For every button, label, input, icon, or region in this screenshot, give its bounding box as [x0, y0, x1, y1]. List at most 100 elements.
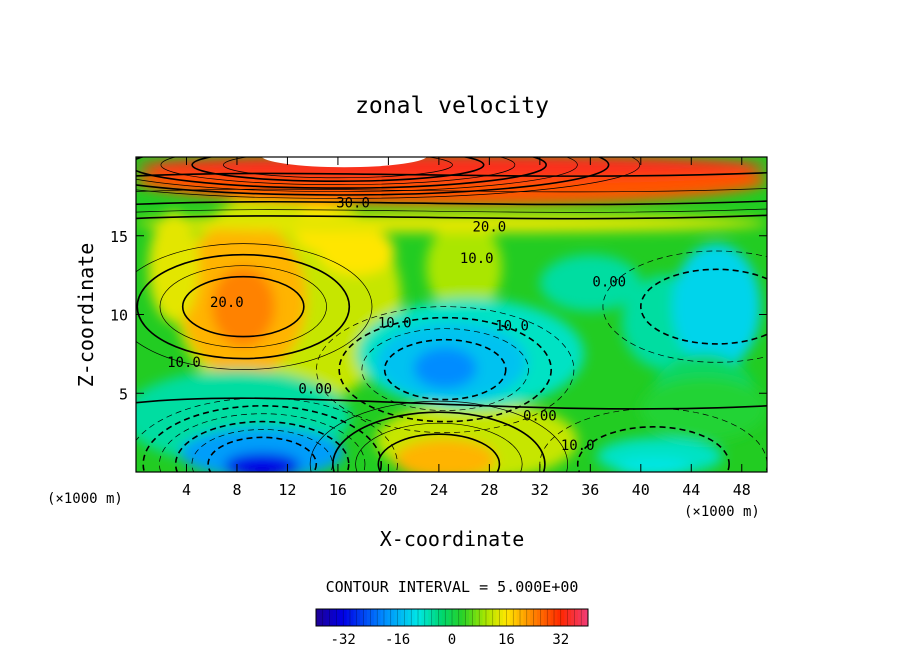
contour-label: 30.0: [336, 196, 370, 212]
x-tick-label: 8: [232, 481, 241, 499]
colorbar-swatch: [486, 609, 490, 626]
field-blob: [180, 427, 345, 472]
colorbar-swatch: [520, 609, 524, 626]
colorbar-swatch: [435, 609, 439, 626]
contour-line: [640, 268, 767, 345]
colorbar-swatch: [526, 609, 531, 626]
contour-label: 10.0: [561, 438, 595, 454]
contour-line: [136, 157, 610, 196]
colorbar-swatch: [445, 609, 449, 626]
colorbar-swatch: [581, 609, 585, 626]
colorbar-swatch: [472, 609, 477, 626]
colorbar-swatch: [543, 609, 548, 626]
contour-line: [136, 253, 351, 360]
colorbar-swatch: [404, 609, 409, 626]
colorbar-swatch: [564, 609, 568, 626]
contour-line: [136, 171, 767, 177]
colorbar-swatch: [482, 609, 487, 626]
colorbar-swatch: [333, 609, 337, 626]
contour-interval-text: CONTOUR INTERVAL = 5.000E+00: [326, 578, 579, 596]
colorbar-swatch: [418, 609, 422, 626]
field-max-region: [261, 157, 427, 168]
colorbar-swatch: [496, 609, 500, 626]
x-tick-label: 16: [329, 481, 347, 499]
contour-line: [377, 433, 501, 472]
colorbar-swatch: [506, 609, 511, 626]
colorbar-frame: [315, 608, 589, 627]
chart-title: zonal velocity: [355, 93, 549, 119]
x-unit-right: (×1000 m): [684, 504, 760, 520]
colorbar-swatch: [537, 609, 541, 626]
colorbar-swatch: [390, 609, 395, 626]
field-blob: [539, 254, 641, 312]
contour-lines: [136, 157, 767, 472]
field-blob: [211, 267, 275, 346]
colorbar-swatch: [326, 609, 330, 626]
colorbar-swatch: [574, 609, 579, 626]
contour-line: [136, 243, 373, 370]
colorbar-swatch: [414, 609, 419, 626]
colorbar-swatch: [557, 609, 562, 626]
x-axis: 4 8 12 16 20 24 28 32 36 40 44 48: [182, 157, 751, 499]
colorbar-swatch: [458, 609, 463, 626]
colorbar-swatch: [373, 609, 378, 626]
contour-line: [136, 188, 767, 193]
y-tick-label: 10: [110, 307, 128, 325]
colorbar-swatch: [489, 609, 494, 626]
contour-line: [602, 250, 767, 363]
contour-line: [174, 420, 350, 472]
colorbar-swatch: [540, 609, 545, 626]
field-blob: [413, 347, 477, 389]
colorbar-swatch: [428, 609, 432, 626]
colorbar-tick-label: -16: [385, 632, 410, 648]
contour-line: [136, 157, 578, 192]
colorbar-swatch: [356, 609, 361, 626]
colorbar-swatch: [509, 609, 514, 626]
contour-label: 10.0: [378, 315, 412, 331]
colorbar-swatch: [322, 609, 327, 626]
colorbar-swatch: [397, 609, 402, 626]
y-axis: 5 10 15: [110, 228, 767, 403]
contour-line: [181, 275, 305, 338]
contour-line: [136, 157, 641, 199]
colorbar-swatch: [550, 609, 555, 626]
x-tick-label: 20: [379, 481, 397, 499]
colorbar-swatch: [431, 609, 436, 626]
contour-label: 20.0: [210, 295, 244, 311]
colorbar-swatch: [530, 609, 534, 626]
contour-line: [576, 426, 730, 472]
contour-line: [136, 208, 767, 213]
colorbar-swatch: [503, 609, 507, 626]
field-blob: [426, 220, 502, 315]
contour-line: [136, 397, 767, 410]
contour-line: [136, 214, 767, 220]
colorbar-swatch: [492, 609, 497, 626]
x-unit-left: (×1000 m): [47, 491, 123, 507]
contour-line: [355, 422, 523, 472]
contour-line: [338, 316, 552, 423]
colorbar-tick-label: 0: [448, 632, 456, 648]
colorbar-swatch: [316, 609, 320, 626]
colorbar-swatch: [516, 609, 521, 626]
x-tick-label: 32: [531, 481, 549, 499]
y-axis-label: Z-coordinate: [74, 243, 98, 388]
colorbar-tick-label: -32: [331, 632, 356, 648]
colorbar-swatch: [363, 609, 368, 626]
colorbar-swatch: [424, 609, 429, 626]
colorbar-swatch: [329, 609, 334, 626]
y-tick-label: 5: [119, 385, 128, 403]
colorbar-swatch: [577, 609, 582, 626]
contour-line: [191, 429, 333, 472]
colorbar-swatch: [438, 609, 443, 626]
colorbar-swatch: [353, 609, 358, 626]
colorbar-swatch: [441, 609, 446, 626]
colorbar-swatch: [377, 609, 381, 626]
y-tick-label: 15: [110, 228, 128, 246]
colorbar-swatch: [387, 609, 392, 626]
field-blob: [672, 243, 761, 370]
contour-line: [383, 338, 507, 401]
colorbar-swatch: [346, 609, 351, 626]
contour-line: [191, 157, 485, 183]
